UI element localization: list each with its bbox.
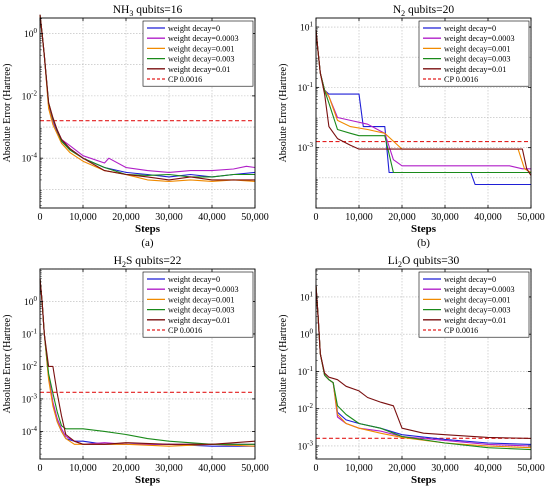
legend-label: weight decay=0.01 xyxy=(168,316,230,325)
x-tick-label: 40,000 xyxy=(198,463,226,474)
y-tick-label: 10-3 xyxy=(22,392,38,405)
panel-letter: (a) xyxy=(141,237,154,249)
x-tick-label: 20,000 xyxy=(112,463,140,474)
y-tick-label: 101 xyxy=(300,290,314,303)
x-tick-label: 10,000 xyxy=(345,212,373,223)
x-axis-label: Steps xyxy=(411,223,437,235)
x-tick-label: 10,000 xyxy=(345,463,373,474)
panel-title: N2 qubits=20 xyxy=(393,4,455,18)
plot-frame xyxy=(39,268,256,460)
y-tick-label: 10-3 xyxy=(298,439,314,452)
panel-2: 0 10,000 20,000 30,000 40,000 50,000 10-4 10-3 1… xyxy=(2,255,269,489)
legend-label: weight decay=0.001 xyxy=(444,44,510,53)
x-axis-label: Steps xyxy=(135,474,161,486)
x-tick-label: 20,000 xyxy=(388,463,416,474)
y-tick-label: 10-1 xyxy=(298,365,314,378)
legend-label: CP 0.0016 xyxy=(168,75,202,84)
legend-box xyxy=(142,271,254,338)
legend-label: weight decay=0.001 xyxy=(168,295,234,304)
series-line-4 xyxy=(315,285,532,439)
x-tick-label: 30,000 xyxy=(155,463,183,474)
x-tick-label: 30,000 xyxy=(155,212,183,223)
plot-frame xyxy=(315,268,532,460)
legend-label: weight decay=0.003 xyxy=(168,55,234,64)
x-tick-label: 50,000 xyxy=(241,463,269,474)
legend-label: weight decay=0.0003 xyxy=(444,285,515,294)
y-tick-label: 10-3 xyxy=(298,141,314,154)
series-line-4 xyxy=(39,14,255,181)
legend-label: weight decay=0.0003 xyxy=(444,34,515,43)
x-tick-label: 20,000 xyxy=(112,212,140,223)
panel-title: NH3 qubits=16 xyxy=(113,4,183,18)
panel-0: 0 10,000 20,000 30,000 40,000 50,000 10-4 10-2 1… xyxy=(2,4,269,249)
legend-box xyxy=(142,20,254,87)
y-tick-label: 100 xyxy=(24,295,38,308)
y-tick-label: 10-2 xyxy=(22,89,38,102)
series-line-4 xyxy=(39,278,256,445)
legend-box xyxy=(418,20,530,87)
y-tick-label: 100 xyxy=(24,27,38,40)
x-tick-label: 0 xyxy=(38,463,43,474)
y-axis-label: Absolute Error (Hartree) xyxy=(2,64,13,163)
legend-label: weight decay=0 xyxy=(168,24,220,33)
y-axis-label: Absolute Error (Hartree) xyxy=(278,315,289,414)
x-tick-label: 0 xyxy=(38,212,43,223)
legend-label: weight decay=0.0003 xyxy=(168,34,239,43)
legend-label: weight decay=0.003 xyxy=(444,306,510,315)
legend-label: CP 0.0016 xyxy=(168,326,202,335)
x-tick-label: 50,000 xyxy=(241,212,269,223)
x-tick-label: 40,000 xyxy=(474,463,502,474)
x-tick-label: 30,000 xyxy=(431,463,459,474)
legend-label: weight decay=0.01 xyxy=(444,65,506,74)
y-tick-label: 10-4 xyxy=(22,152,38,165)
legend-label: weight decay=0.01 xyxy=(444,316,506,325)
y-tick-label: 10-2 xyxy=(298,402,314,415)
panel-title: Li2O qubits=30 xyxy=(388,255,460,269)
y-axis-label: Absolute Error (Hartree) xyxy=(278,64,289,163)
x-tick-label: 40,000 xyxy=(474,212,502,223)
y-tick-label: 10-4 xyxy=(22,425,38,438)
panel-letter: (b) xyxy=(417,237,430,249)
x-axis-label: Steps xyxy=(411,474,437,486)
y-tick-label: 101 xyxy=(300,21,314,34)
x-tick-label: 20,000 xyxy=(388,212,416,223)
y-tick-label: 10-1 xyxy=(22,327,38,340)
legend-label: CP 0.0016 xyxy=(444,326,478,335)
panel-1: 0 10,000 20,000 30,000 40,000 50,000 10-3 10-1 1… xyxy=(278,4,545,249)
legend-label: weight decay=0.0003 xyxy=(168,285,239,294)
x-tick-label: 50,000 xyxy=(517,212,545,223)
y-tick-label: 10-2 xyxy=(22,360,38,373)
legend-label: weight decay=0 xyxy=(444,275,496,284)
legend-label: weight decay=0.01 xyxy=(168,65,230,74)
legend-label: weight decay=0.003 xyxy=(444,55,510,64)
legend-label: CP 0.0016 xyxy=(444,75,478,84)
y-axis-label: Absolute Error (Hartree) xyxy=(2,315,13,414)
legend-label: weight decay=0.001 xyxy=(168,44,234,53)
x-tick-label: 0 xyxy=(314,212,319,223)
legend-box xyxy=(418,271,530,338)
x-tick-label: 10,000 xyxy=(69,463,97,474)
legend-label: weight decay=0.003 xyxy=(168,306,234,315)
panel-3: 0 10,000 20,000 30,000 40,000 50,000 10-3 10-2 1… xyxy=(278,255,545,489)
y-tick-label: 100 xyxy=(300,328,314,341)
series-line-4 xyxy=(315,29,532,176)
legend-label: weight decay=0 xyxy=(444,24,496,33)
x-tick-label: 40,000 xyxy=(198,212,226,223)
legend-label: weight decay=0 xyxy=(168,275,220,284)
x-axis-label: Steps xyxy=(135,223,161,235)
x-tick-label: 30,000 xyxy=(431,212,459,223)
panel-title: H2S qubits=22 xyxy=(114,255,182,269)
x-tick-label: 50,000 xyxy=(517,463,545,474)
x-tick-label: 0 xyxy=(314,463,319,474)
plot-frame xyxy=(39,17,256,209)
y-tick-label: 10-1 xyxy=(298,81,314,94)
plot-frame xyxy=(315,17,532,209)
x-tick-label: 10,000 xyxy=(69,212,97,223)
legend-label: weight decay=0.001 xyxy=(444,295,510,304)
